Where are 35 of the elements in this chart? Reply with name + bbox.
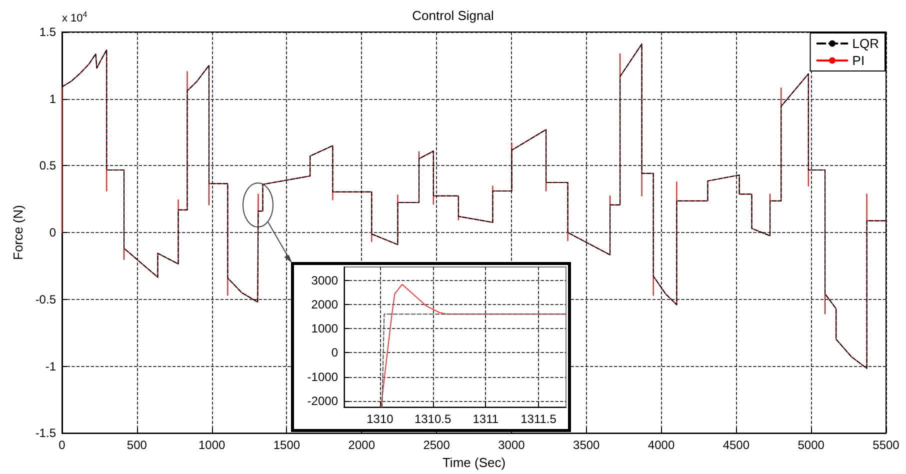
y-tick-label: 3000 <box>311 273 338 288</box>
y-tick-label: 2000 <box>311 297 338 312</box>
x-tick-label: 1000 <box>198 438 226 452</box>
x-tick-label: 1311 <box>472 412 499 426</box>
legend-label: LQR <box>852 36 880 51</box>
y-tick-label: 0 <box>49 226 56 240</box>
y-tick-label: 1000 <box>311 322 338 336</box>
chart-title: Control Signal <box>412 8 494 23</box>
x-tick-label: 5000 <box>798 438 825 452</box>
y-tick-label: -1.5 <box>35 426 56 440</box>
y-tick-label: -0.5 <box>35 292 56 306</box>
x-tick-label: 2500 <box>423 438 450 452</box>
x-tick-label: 1311.5 <box>520 412 557 426</box>
x-tick-label: 3500 <box>573 438 600 452</box>
y-tick-label: -2000 <box>307 394 338 408</box>
y-tick-label: 1 <box>49 92 56 106</box>
y-tick-label: -1000 <box>307 370 338 384</box>
x-tick-label: 0 <box>58 438 66 452</box>
y-tick-label: 0 <box>331 346 338 360</box>
x-tick-label: 1500 <box>273 438 300 452</box>
x-tick-label: 2000 <box>348 438 376 452</box>
x-tick-label: 500 <box>126 438 148 452</box>
legend-label: PI <box>852 53 865 68</box>
x-tick-label: 3000 <box>498 438 526 452</box>
text: x 10$^{4}$ <box>62 10 88 25</box>
x-tick-label: 4000 <box>648 438 675 452</box>
x-tick-label: 5500 <box>872 438 900 452</box>
y-tick-label: 1.5 <box>39 25 56 39</box>
y-axis-title: Force (N) <box>10 205 26 260</box>
x-tick-label: 4500 <box>722 438 750 452</box>
x-axis-title: Time (Sec) <box>442 455 506 470</box>
x-tick-label: 1310 <box>366 412 394 426</box>
x-tick-label: 1310.5 <box>414 412 452 426</box>
y-tick-label: -1 <box>45 359 56 374</box>
y-tick-label: 0.5 <box>39 158 56 173</box>
